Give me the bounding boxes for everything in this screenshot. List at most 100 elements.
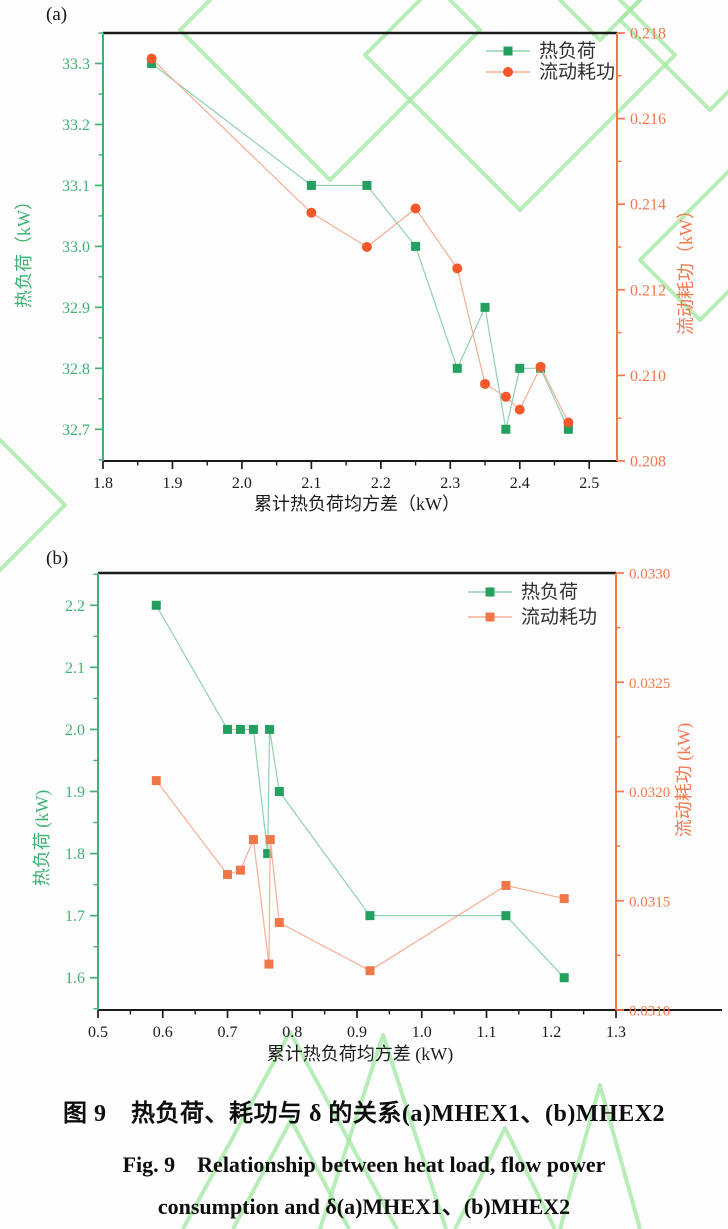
data-point-marker xyxy=(235,724,245,734)
data-point-marker xyxy=(235,865,245,875)
series-flow-power xyxy=(151,776,569,976)
chart-a-mhex1: 1.8 1.9 2.0 2.1 2.2 2.3 2.4 2.5 32.7 32.8 32.9 33.0… xyxy=(0,0,728,545)
legend-marker xyxy=(485,612,495,622)
left-axis-label: 热负荷（kW） xyxy=(14,192,34,308)
right-tick-label: 0.0310 xyxy=(629,1004,670,1020)
caption-english-line2: consumption and δ(a)MHEX1、(b)MHEX2 xyxy=(157,1194,571,1219)
legend-label: 流动耗功 xyxy=(539,61,615,83)
x-tick-label: 2.5 xyxy=(579,475,599,492)
data-point-marker xyxy=(515,363,525,373)
data-point-marker xyxy=(501,424,511,434)
right-tick-label: 0.0320 xyxy=(629,785,670,801)
caption-chinese: 图 9 热负荷、耗功与 δ 的关系(a)MHEX1、(b)MHEX2 xyxy=(62,1101,666,1127)
left-tick-label: 32.7 xyxy=(62,422,90,439)
data-point-marker xyxy=(361,242,372,252)
data-point-marker xyxy=(452,363,462,373)
data-point-marker xyxy=(263,849,273,859)
x-tick-label: 2.0 xyxy=(232,475,252,492)
data-point-marker xyxy=(500,391,511,402)
data-point-marker xyxy=(410,203,421,214)
data-point-marker xyxy=(559,894,569,904)
x-tick-label: 0.9 xyxy=(347,1024,367,1041)
data-point-marker xyxy=(146,53,157,64)
right-tick-label: 0.0330 xyxy=(629,567,670,583)
data-point-marker xyxy=(411,241,421,251)
right-tick-label: 0.212 xyxy=(630,282,666,299)
data-point-marker xyxy=(501,911,511,921)
panel-label-a: (a) xyxy=(46,4,68,25)
data-point-marker xyxy=(265,724,275,734)
series-heat-load xyxy=(151,600,569,983)
left-tick-label: 1.6 xyxy=(65,970,85,987)
legend-marker xyxy=(485,587,495,597)
chart-svg-(a): 1.8 1.9 2.0 2.1 2.2 2.3 2.4 2.5 32.7 32.8 32.9 33.0… xyxy=(14,26,696,515)
x-tick-label: 2.1 xyxy=(301,475,321,492)
chart-b-mhex2: 0.5 0.6 0.7 0.8 0.9 1.0 1.1 1.2 1.3 1.6 1.7 1.8 1.9 2… xyxy=(0,540,728,1090)
x-tick-label: 1.8 xyxy=(93,475,113,492)
figure-caption: 图 9 热负荷、耗功与 δ 的关系(a)MHEX1、(b)MHEX2 Fig. … xyxy=(0,1098,728,1220)
legend-label: 热负荷 xyxy=(539,40,596,62)
right-axis-label: 流动耗功（kW） xyxy=(676,201,696,335)
x-tick-label: 2.2 xyxy=(371,475,391,492)
x-tick-label: 0.7 xyxy=(218,1024,238,1041)
data-point-marker xyxy=(480,378,491,389)
left-tick-label: 2.1 xyxy=(65,660,85,677)
right-tick-label: 0.0315 xyxy=(629,894,670,910)
data-point-marker xyxy=(559,973,569,983)
legend-label: 流动耗功 xyxy=(521,606,597,628)
data-point-marker xyxy=(452,263,463,274)
x-tick-label: 1.1 xyxy=(477,1024,497,1041)
x-tick-label: 0.5 xyxy=(88,1024,108,1041)
data-point-marker xyxy=(480,302,490,312)
axes: 1.8 1.9 2.0 2.1 2.2 2.3 2.4 2.5 32.7 32.8 32.9 33.0… xyxy=(62,26,666,493)
x-axis-label: 累计热负荷均方差 (kW) xyxy=(267,1044,453,1065)
right-tick-label: 0.218 xyxy=(630,26,666,43)
chart-svg-(b): 0.5 0.6 0.7 0.8 0.9 1.0 1.1 1.2 1.3 1.6 1.7 1.8 1.9 2… xyxy=(32,567,722,1065)
data-point-marker xyxy=(514,404,525,415)
left-tick-label: 33.2 xyxy=(62,117,90,134)
right-tick-label: 0.210 xyxy=(630,368,666,385)
right-tick-label: 0.214 xyxy=(630,197,666,214)
left-tick-label: 32.8 xyxy=(62,361,90,378)
data-point-marker xyxy=(306,180,316,190)
x-tick-label: 0.8 xyxy=(282,1024,302,1041)
x-tick-label: 2.3 xyxy=(440,475,460,492)
data-point-marker xyxy=(151,776,161,786)
data-point-marker xyxy=(248,724,258,734)
left-tick-label: 1.9 xyxy=(65,784,85,801)
x-tick-label: 1.3 xyxy=(606,1024,626,1041)
series-flow-power xyxy=(146,53,574,428)
data-point-marker xyxy=(563,424,573,434)
x-axis-label: 累计热负荷均方差（kW） xyxy=(254,494,460,514)
left-tick-label: 2.0 xyxy=(65,722,85,739)
left-tick-label: 33.3 xyxy=(62,56,90,73)
x-tick-label: 1.0 xyxy=(412,1024,432,1041)
data-point-marker xyxy=(362,180,372,190)
data-point-marker xyxy=(274,918,284,928)
left-tick-label: 2.2 xyxy=(65,598,85,615)
data-point-marker xyxy=(248,835,258,845)
legend-marker xyxy=(503,46,513,56)
data-point-marker xyxy=(365,966,375,976)
caption-english-line1: Fig. 9 Relationship between heat load, f… xyxy=(122,1152,606,1177)
data-point-marker xyxy=(365,911,375,921)
data-point-marker xyxy=(306,207,317,218)
data-point-marker xyxy=(563,417,574,428)
right-tick-label: 0.0325 xyxy=(629,676,670,692)
left-tick-label: 33.1 xyxy=(62,178,90,195)
left-tick-label: 1.8 xyxy=(65,846,85,863)
data-point-marker xyxy=(265,835,275,845)
data-point-marker xyxy=(223,870,232,880)
x-tick-label: 2.4 xyxy=(510,475,530,492)
right-axis-label: 流动耗功 (kW) xyxy=(674,723,695,837)
x-tick-label: 0.6 xyxy=(153,1024,173,1041)
left-tick-label: 1.7 xyxy=(65,908,85,925)
legend-label: 热负荷 xyxy=(521,581,578,603)
data-point-marker xyxy=(151,600,161,610)
data-point-marker xyxy=(264,959,274,969)
left-axis-label: 热负荷 (kW) xyxy=(32,790,53,886)
legend-marker xyxy=(503,67,513,77)
left-tick-label: 32.9 xyxy=(62,300,90,317)
